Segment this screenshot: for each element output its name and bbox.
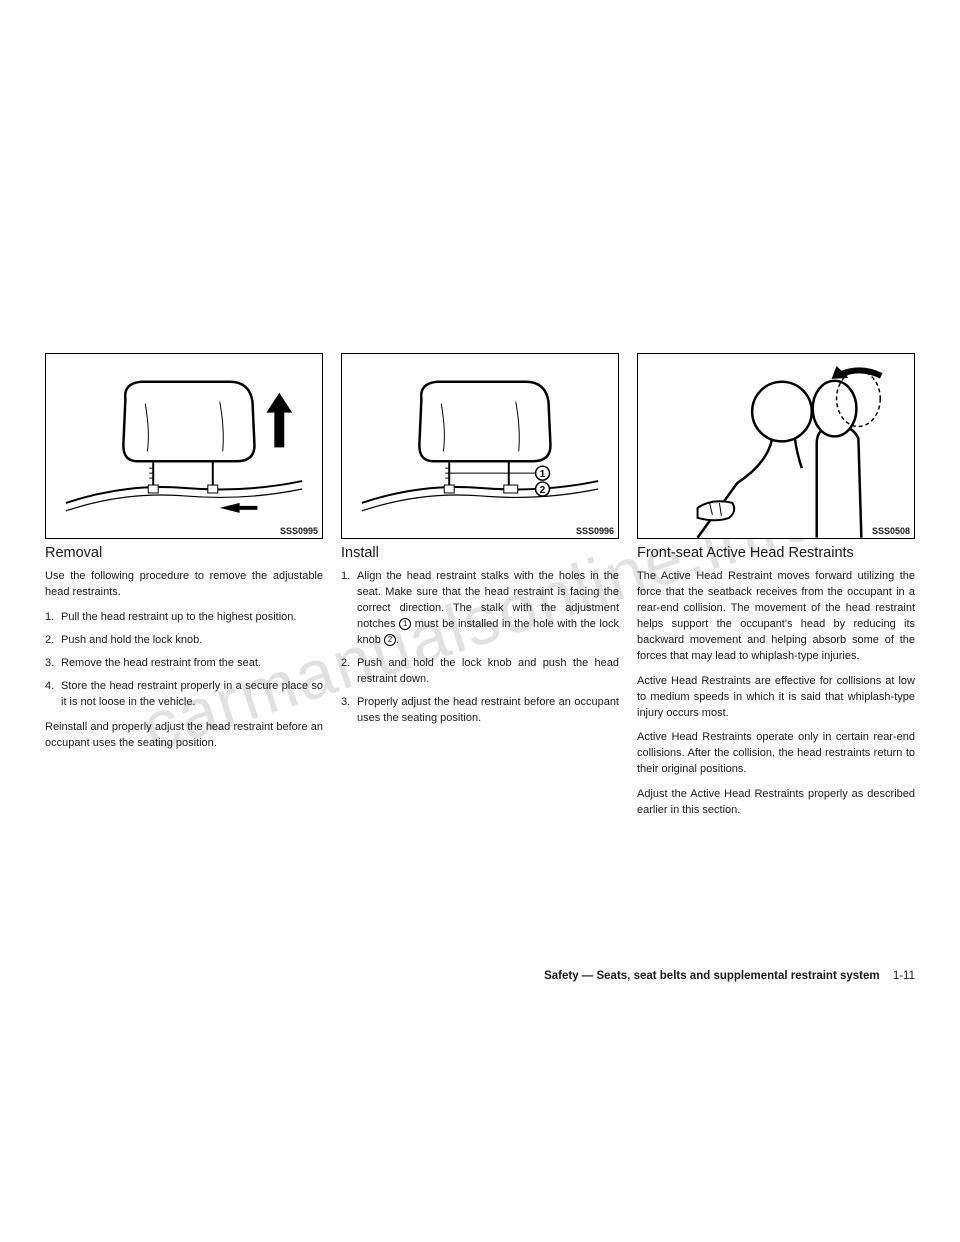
svg-text:2: 2 — [540, 485, 546, 496]
headrest-removal-illustration — [46, 354, 322, 539]
column-install: 1 2 SSS0996 Install Align the head restr… — [341, 353, 619, 828]
install-title: Install — [341, 545, 619, 561]
footer-section-title: Safety — Seats, seat belts and supplemen… — [544, 970, 880, 982]
install-step: Push and hold the lock knob and push the… — [341, 656, 619, 688]
svg-text:1: 1 — [540, 469, 546, 480]
figure-install: 1 2 SSS0996 — [341, 353, 619, 539]
active-p4: Adjust the Active Head Restraints proper… — [637, 787, 915, 819]
column-active: SSS0508 Front-seat Active Head Restraint… — [637, 353, 915, 828]
active-p3: Active Head Restraints operate only in c… — [637, 730, 915, 778]
install-step: Align the head restraint stalks with the… — [341, 569, 619, 649]
install-steps: Align the head restraint stalks with the… — [341, 569, 619, 726]
removal-outro: Reinstall and properly adjust the head r… — [45, 720, 323, 752]
removal-step: Remove the head restraint from the seat. — [45, 656, 323, 672]
active-title: Front-seat Active Head Restraints — [637, 545, 915, 561]
page-footer: Safety — Seats, seat belts and supplemen… — [544, 970, 915, 982]
figure-label-removal: SSS0995 — [280, 526, 318, 536]
column-removal: SSS0995 Removal Use the following proced… — [45, 353, 323, 828]
circled-1-icon: 1 — [399, 618, 411, 630]
three-column-layout: SSS0995 Removal Use the following proced… — [45, 353, 915, 828]
install-step1-post: . — [396, 634, 399, 646]
removal-step: Push and hold the lock knob. — [45, 633, 323, 649]
removal-intro: Use the following procedure to remove th… — [45, 569, 323, 601]
install-step: Properly adjust the head restraint befor… — [341, 695, 619, 727]
circled-2-icon: 2 — [384, 634, 396, 646]
figure-active: SSS0508 — [637, 353, 915, 539]
removal-title: Removal — [45, 545, 323, 561]
figure-label-active: SSS0508 — [872, 526, 910, 536]
removal-step: Pull the head restraint up to the highes… — [45, 610, 323, 626]
headrest-install-illustration: 1 2 — [342, 354, 618, 539]
active-p2: Active Head Restraints are effective for… — [637, 674, 915, 722]
page-content: SSS0995 Removal Use the following proced… — [0, 0, 960, 828]
figure-removal: SSS0995 — [45, 353, 323, 539]
footer-page-number: 1-11 — [893, 970, 915, 982]
figure-label-install: SSS0996 — [576, 526, 614, 536]
active-headrest-illustration — [638, 354, 914, 539]
removal-steps: Pull the head restraint up to the highes… — [45, 610, 323, 711]
active-p1: The Active Head Restraint moves forward … — [637, 569, 915, 665]
removal-step: Store the head restraint properly in a s… — [45, 679, 323, 711]
